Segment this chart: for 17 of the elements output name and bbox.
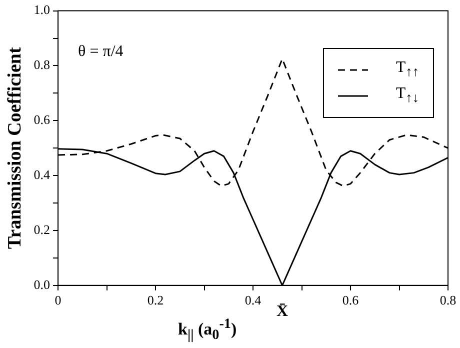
y-tick-label: 0.6	[34, 112, 51, 128]
x-tick-label: 0.2	[147, 292, 164, 308]
legend-label: T$_{↑↑}$	[396, 59, 419, 81]
x-axis-title: k$_{||}$ (a$_{0}$$^{-1}$)	[178, 316, 237, 344]
y-tick-label: 0.4	[34, 166, 51, 182]
y-tick-label: 0.8	[34, 57, 50, 72]
x-tick-label: 0	[54, 292, 62, 308]
annotation: θ = π/4	[78, 43, 124, 60]
y-axis-title: Transmission Coefficient	[4, 46, 26, 249]
y-tick-label: 0.2	[34, 222, 50, 237]
legend-label: T$_{↑↓}$	[396, 85, 419, 107]
y-tick-label: 0.0	[34, 276, 50, 292]
x-tick-label: 0.6	[342, 292, 360, 308]
y-tick-label: 1.0	[34, 2, 50, 18]
annotation: X̄	[275, 302, 290, 322]
x-tick-label: 0.8	[440, 292, 456, 308]
x-tick-label: 0.4	[244, 292, 262, 308]
